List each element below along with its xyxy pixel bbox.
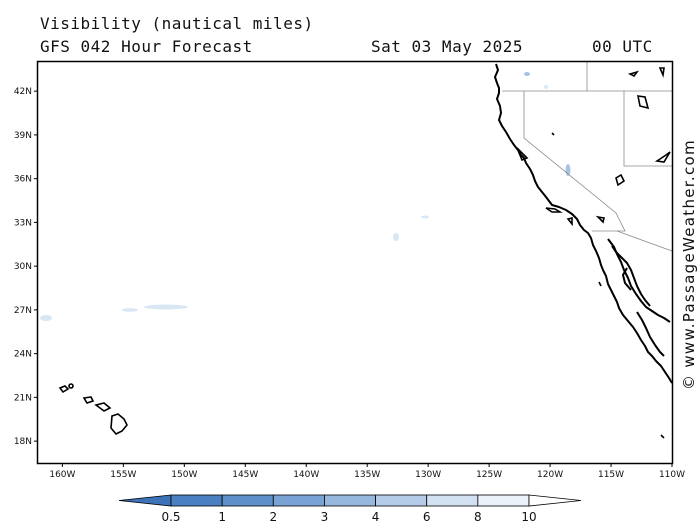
lon-tick-label: 130W: [415, 470, 441, 480]
lat-tick-label: 33N: [14, 218, 32, 228]
colorbar-label: 10: [521, 510, 536, 524]
colorbar-low-arrow: [118, 494, 172, 507]
colorbar-segment: [375, 494, 428, 507]
visibility-colorbar: 0.5 1 2 3 4 6 8 10: [118, 494, 582, 524]
map-title: Visibility (nautical miles): [40, 14, 314, 33]
lon-tick-label: 160W: [49, 470, 75, 480]
lon-tick-label: 145W: [232, 470, 258, 480]
lon-tick-label: 155W: [110, 470, 136, 480]
forecast-date: Sat 03 May 2025: [371, 37, 523, 56]
lon-tick-label: 125W: [476, 470, 502, 480]
lat-tick-label: 42N: [14, 87, 32, 97]
colorbar-label: 2: [269, 510, 277, 524]
lon-tick-label: 110W: [659, 470, 685, 480]
lat-tick-label: 39N: [14, 131, 32, 141]
islands: [58, 67, 671, 439]
colorbar-label: 0.5: [161, 510, 180, 524]
lat-tick-label: 30N: [14, 262, 32, 272]
reduced-visibility-areas: [40, 72, 571, 321]
lon-tick-label: 140W: [293, 470, 319, 480]
lon-tick-label: 150W: [171, 470, 197, 480]
forecast-label: GFS 042 Hour Forecast: [40, 37, 253, 56]
colorbar-label: 1: [218, 510, 226, 524]
lat-tick-label: 18N: [14, 437, 32, 447]
colorbar-segment: [272, 494, 325, 507]
colorbar-segment: [170, 494, 223, 507]
lat-tick-label: 36N: [14, 175, 32, 185]
colorbar-label: 8: [474, 510, 482, 524]
lon-tick-label: 135W: [354, 470, 380, 480]
colorbar-segment: [477, 494, 530, 507]
coastline: [494, 63, 673, 384]
forecast-time: 00 UTC: [592, 37, 653, 56]
colorbar-segment: [426, 494, 479, 507]
lon-tick-label: 115W: [598, 470, 624, 480]
lon-tick-label: 120W: [537, 470, 563, 480]
state-borders: [502, 62, 673, 252]
colorbar-segment: [324, 494, 376, 507]
credit-text: © www.PassageWeather.com: [680, 139, 698, 390]
map-frame: [36, 60, 674, 465]
lat-tick-label: 21N: [14, 393, 32, 403]
colorbar-high-arrow: [528, 494, 582, 507]
colorbar-label: 4: [372, 510, 380, 524]
colorbar-segment: [221, 494, 274, 507]
colorbar-label: 3: [321, 510, 329, 524]
lat-tick-label: 24N: [14, 350, 32, 360]
colorbar-label: 6: [423, 510, 431, 524]
latitude-axis: 42N 39N 36N 33N 30N 27N 24N 21N 18N: [14, 87, 38, 447]
lat-tick-label: 27N: [14, 306, 32, 316]
longitude-axis: 160W 155W 150W 145W 140W 135W 130W 125W 120W 115W…: [49, 463, 685, 480]
